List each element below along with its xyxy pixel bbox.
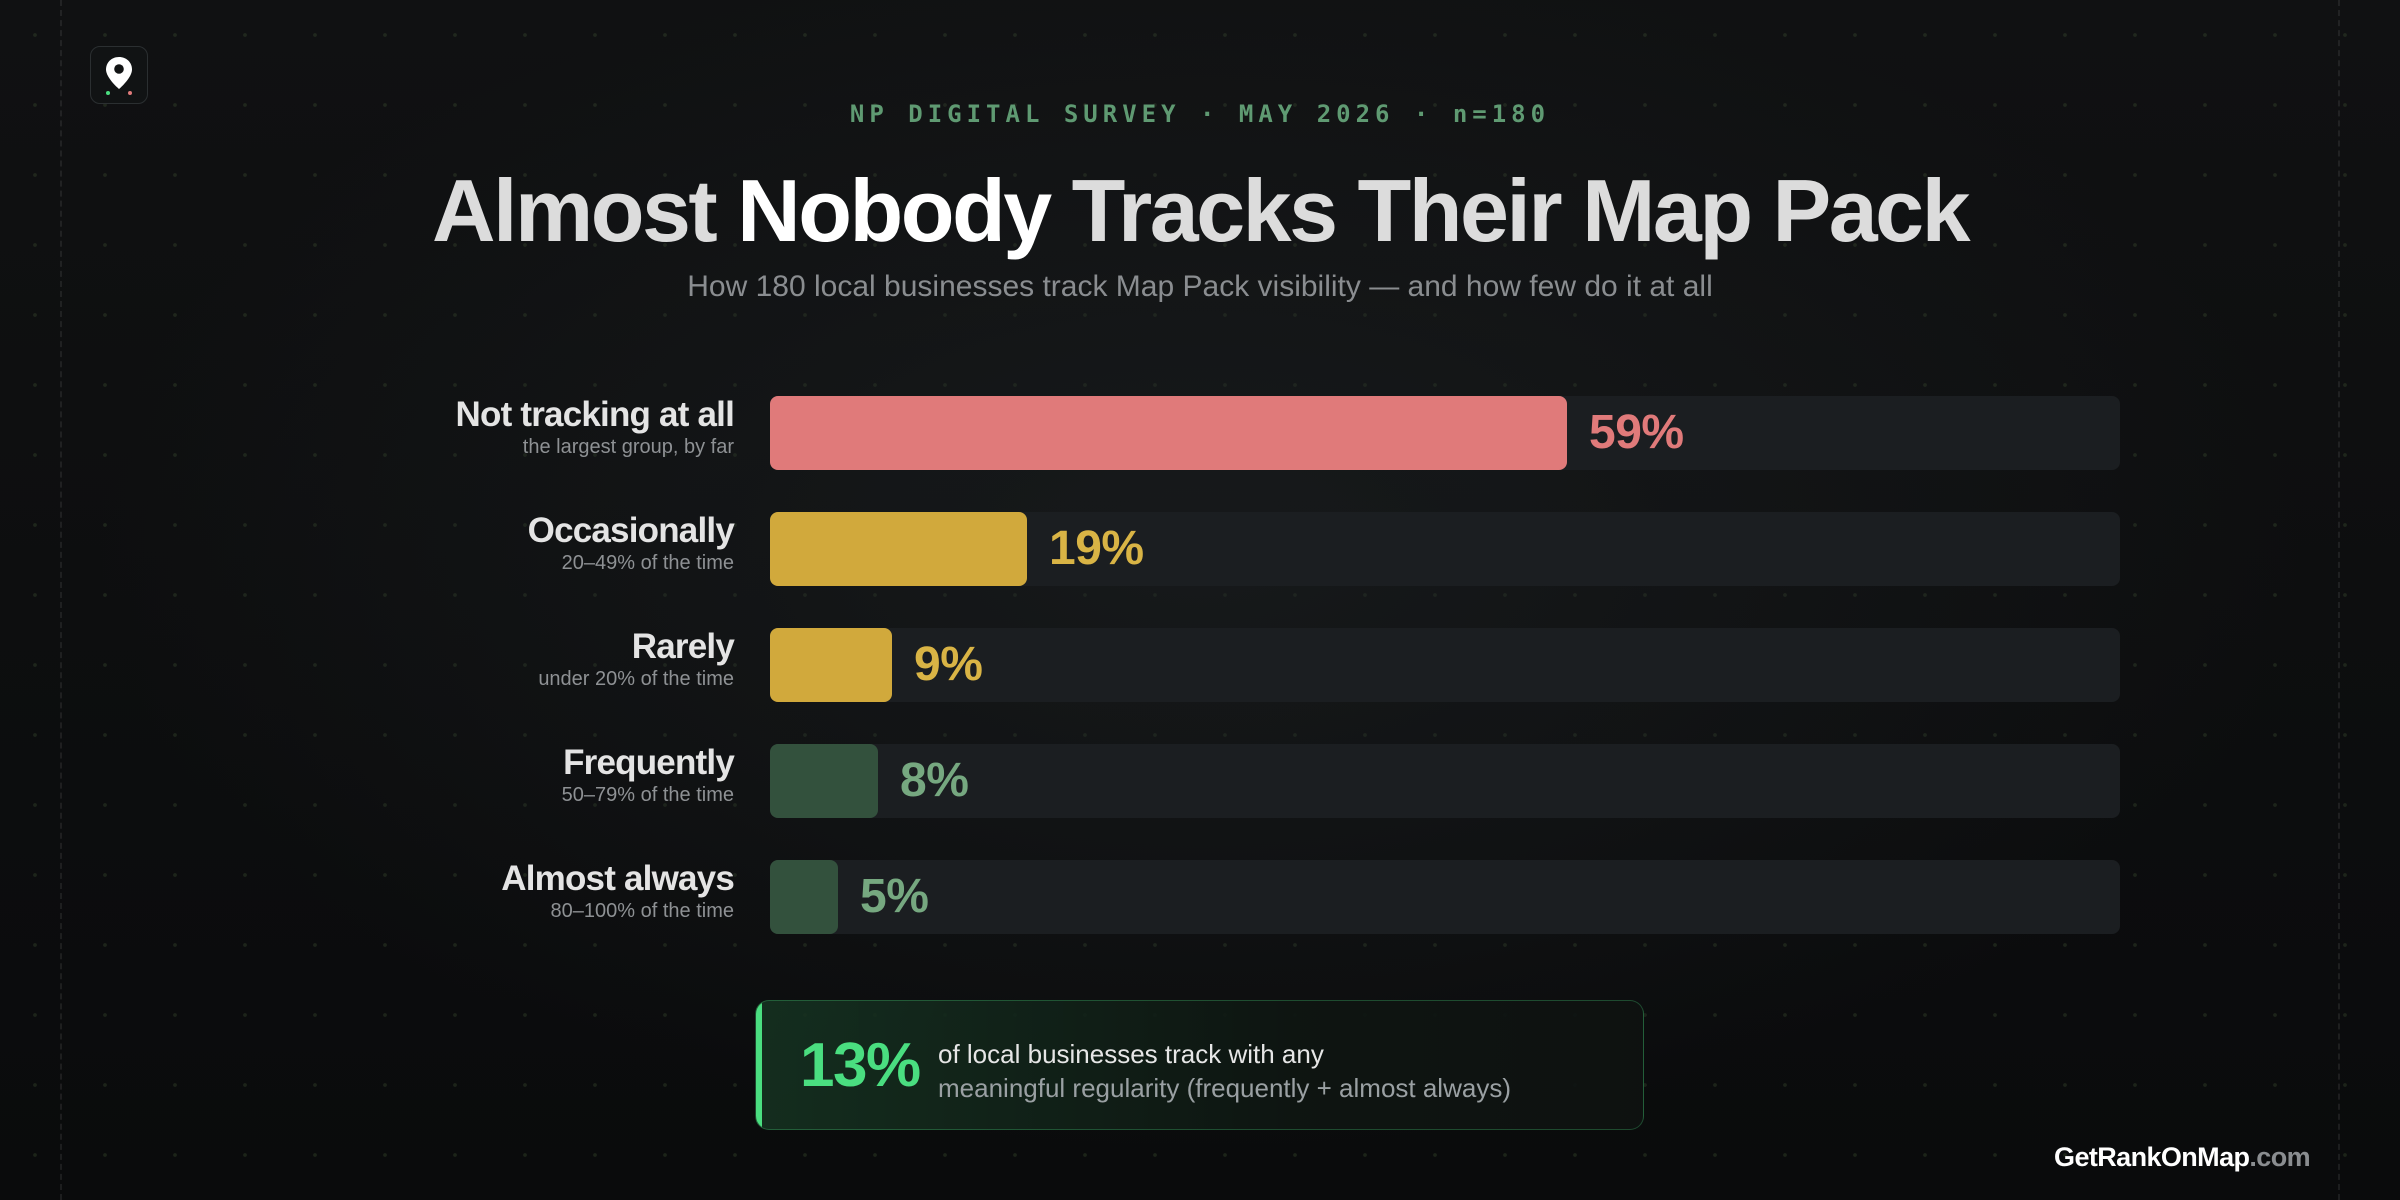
row-label: Frequently 50–79% of the time (561, 742, 735, 806)
row-label: Rarely under 20% of the time (538, 626, 734, 690)
chart-row: Almost always 80–100% of the time 5% (0, 858, 2400, 934)
bar (770, 628, 892, 702)
value-label: 5% (860, 870, 929, 923)
category-description: 50–79% of the time (561, 784, 734, 806)
page-subtitle: How 180 local businesses track Map Pack … (687, 270, 1713, 303)
category-label: Occasionally (527, 511, 735, 550)
category-description: 20–49% of the time (561, 552, 734, 574)
left-guide-line (60, 0, 62, 1200)
callout-accent-bar (756, 1001, 762, 1129)
title-highlight: Nobody (737, 161, 1052, 260)
summary-callout: 13% of local businesses track with any m… (755, 1000, 1644, 1130)
map-pin-icon (106, 57, 132, 95)
page-title: Almost Nobody Tracks Their Map Pack (0, 160, 2400, 262)
chart-row: Occasionally 20–49% of the time 19% (0, 510, 2400, 586)
row-label: Not tracking at all the largest group, by… (455, 394, 735, 458)
bar (770, 396, 1567, 470)
callout-line-2: meaningful regularity (frequently + almo… (938, 1073, 1511, 1103)
right-guide-line (2338, 0, 2340, 1200)
brand-wordmark: GetRankOnMap.com (2054, 1142, 2311, 1173)
chart-row: Frequently 50–79% of the time 8% (0, 742, 2400, 818)
bar-track (770, 628, 2120, 702)
category-label: Not tracking at all (455, 395, 735, 434)
title-suffix: Tracks Their Map Pack (1049, 161, 1971, 260)
category-description: the largest group, by far (522, 436, 734, 458)
bar-track (770, 744, 2120, 818)
category-label: Rarely (631, 627, 735, 666)
row-label: Almost always 80–100% of the time (501, 858, 735, 922)
category-description: 80–100% of the time (550, 900, 734, 922)
brand-name: GetRankOnMap (2054, 1142, 2250, 1172)
callout-line-1: of local businesses track with any (938, 1039, 1324, 1069)
bar (770, 860, 838, 934)
title-prefix: Almost (431, 161, 738, 260)
row-label: Occasionally 20–49% of the time (527, 510, 735, 574)
category-description: under 20% of the time (538, 668, 734, 690)
chart-row: Rarely under 20% of the time 9% (0, 626, 2400, 702)
value-label: 8% (900, 754, 969, 807)
callout-stat: 13% (800, 1031, 921, 1100)
logo (90, 46, 148, 104)
callout-text: of local businesses track with any meani… (938, 1037, 1511, 1105)
value-label: 59% (1589, 406, 1684, 459)
brand-tld: .com (2249, 1142, 2310, 1172)
bar (770, 512, 1027, 586)
value-label: 19% (1049, 522, 1144, 575)
category-label: Almost always (501, 859, 735, 898)
survey-kicker: NP DIGITAL SURVEY · MAY 2026 · n=180 (849, 100, 1551, 128)
category-label: Frequently (563, 743, 735, 782)
bar (770, 744, 878, 818)
value-label: 9% (914, 638, 983, 691)
chart-row: Not tracking at all the largest group, by… (0, 394, 2400, 470)
bar-track (770, 860, 2120, 934)
